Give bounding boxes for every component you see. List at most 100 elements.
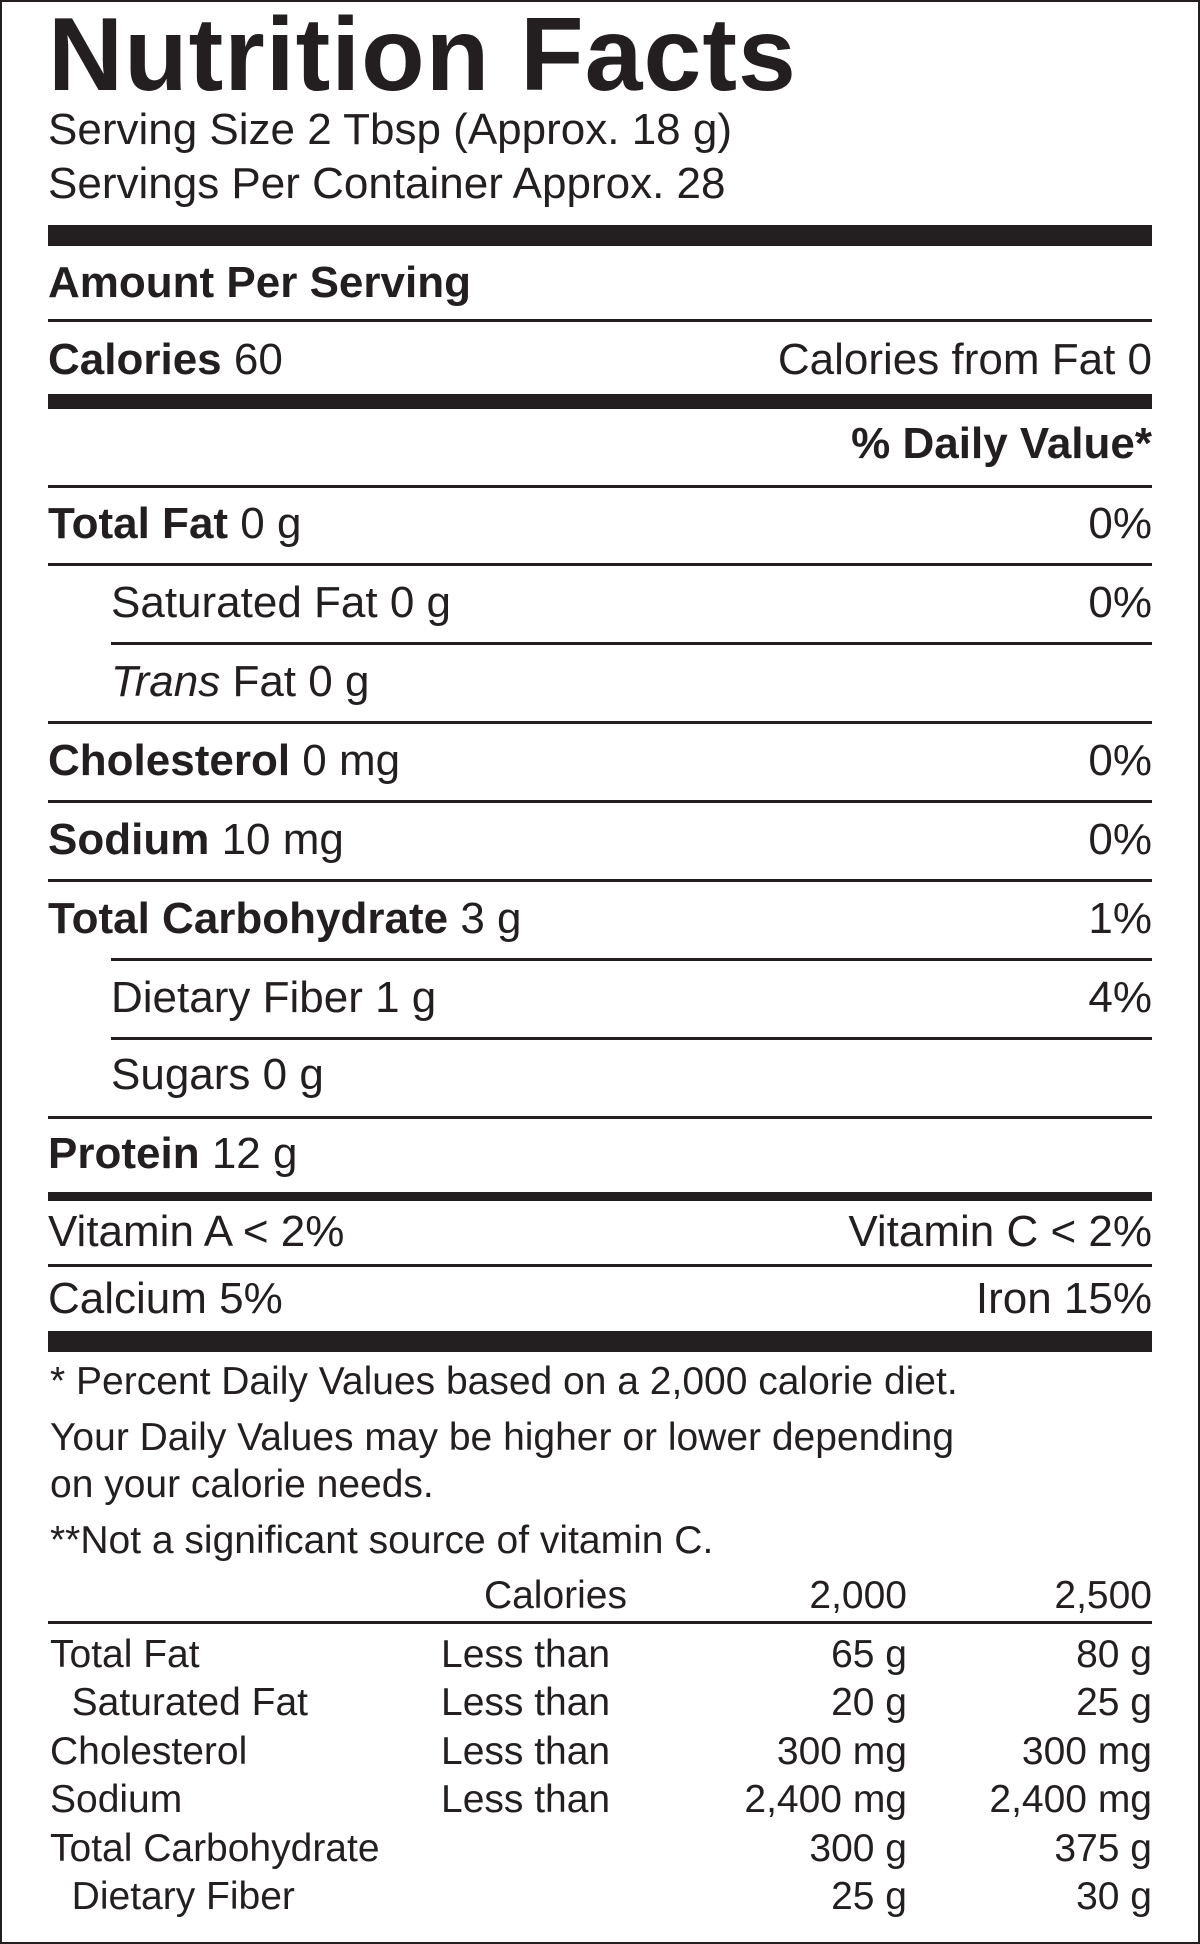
nutrient-label: Total Carbohydrate [48,894,449,943]
nutrient-label: Saturated Fat 0 g [111,578,451,627]
calories: Calories 60 [48,325,283,395]
nutrient-row-cholesterol: Cholesterol 0 mg 0% [48,726,1152,796]
nutrient-dv: 0% [1088,499,1152,548]
medium-divider [48,394,1152,409]
footnote-line: on your calorie needs. [50,1463,434,1506]
nutrient-label-italic: Trans [111,657,221,706]
amount-per-serving-text: Amount Per Serving [48,258,471,307]
nutrient-amount: 0 g [240,499,302,548]
reference-cell-qualifier: Less than [441,1778,611,1822]
reference-cell-v2: 80 g [1076,1633,1152,1676]
divider [48,721,1152,724]
reference-cell-v2: 2,400 mg [989,1778,1152,1822]
reference-cell-v1: 65 g [831,1633,907,1676]
divider [111,1037,1152,1040]
vitamin-c: Vitamin C < 2% [848,1207,1152,1256]
divider [48,800,1152,803]
nutrient-dv: 0% [1088,736,1152,785]
divider [111,642,1152,645]
nutrient-row-trans-fat: Trans Fat 0 g [111,647,1152,717]
footnote-line: Your Daily Values may be higher or lower… [50,1416,955,1459]
mineral-row: Calcium 5% Iron 15% [48,1268,1152,1330]
nutrient-row-protein: Protein 12 g [48,1119,1152,1189]
reference-cell-v2: 375 g [1054,1826,1152,1870]
nutrient-row-total-fat: Total Fat 0 g 0% [48,489,1152,559]
serving-size: Serving Size 2 Tbsp (Approx. 18 g) [48,105,732,154]
reference-cell-qualifier: Less than [441,1729,611,1773]
calories-from-fat: Calories from Fat 0 [777,335,1152,384]
reference-table-row: Saturated Fat Less than 20 g 25 g [50,1679,1152,1727]
reference-cell-v2: 25 g [1076,1681,1152,1725]
vitamin-row: Vitamin A < 2% Vitamin C < 2% [48,1201,1152,1263]
nutrient-amount: 3 g [460,894,522,943]
divider [48,1264,1152,1267]
reference-cell-name: Total Carbohydrate [50,1826,380,1870]
reference-cell-name: Saturated Fat [50,1681,308,1725]
divider [48,879,1152,882]
nutrient-dv: 4% [1088,973,1152,1022]
thick-divider [48,225,1152,246]
divider [111,958,1152,961]
nutrient-dv: 0% [1088,578,1152,627]
nutrient-label: Sugars 0 g [111,1050,324,1099]
reference-cell-v1: 25 g [831,1875,907,1918]
nutrient-label: Dietary Fiber 1 g [111,973,437,1022]
reference-cell-name: Sodium [50,1778,183,1822]
nutrient-label: Cholesterol [48,736,291,785]
header-2000: 2,000 [809,1574,907,1617]
vitamin-a: Vitamin A < 2% [48,1207,345,1256]
reference-table-row: Total Carbohydrate 300 g 375 g [50,1825,1152,1873]
reference-cell-v1: 20 g [831,1681,907,1725]
reference-cell-qualifier: Less than [441,1681,611,1725]
reference-cell-v1: 2,400 mg [744,1778,907,1822]
header-calories: Calories [483,1574,627,1617]
nutrient-dv: 1% [1088,894,1152,943]
nutrient-row-sugars: Sugars 0 g [111,1040,1152,1110]
nutrient-row-total-carbohydrate: Total Carbohydrate 3 g 1% [48,884,1152,954]
nutrient-row-sodium: Sodium 10 mg 0% [48,805,1152,875]
reference-cell-v1: 300 mg [776,1729,907,1773]
divider [48,319,1152,322]
footnote-line: * Percent Daily Values based on a 2,000 … [50,1360,958,1403]
reference-cell-v2: 300 mg [1021,1729,1152,1773]
nutrient-label: Protein [48,1129,200,1178]
divider [48,485,1152,488]
reference-cell-name: Total Fat [50,1633,200,1676]
amount-per-serving: Amount Per Serving [48,248,1152,318]
nutrient-dv: 0% [1088,815,1152,864]
nutrient-label: Fat 0 g [232,657,370,706]
reference-table-row: Cholesterol Less than 300 mg 300 mg [50,1728,1152,1776]
header-2500: 2,500 [1054,1574,1152,1617]
servings-per-container: Servings Per Container Approx. 28 [48,159,726,208]
divider [48,563,1152,566]
calories-row: Calories 60 Calories from Fat 0 [48,325,1152,395]
nutrient-row-saturated-fat: Saturated Fat 0 g 0% [111,568,1152,638]
iron: Iron 15% [975,1274,1152,1323]
label-title: Nutrition Facts [48,0,797,113]
reference-table-row: Dietary Fiber 25 g 30 g [50,1873,1152,1921]
nutrient-label: Total Fat [48,499,229,548]
reference-cell-qualifier: Less than [441,1633,611,1676]
reference-cell-name: Dietary Fiber [50,1875,295,1918]
medium-divider [48,1192,1152,1201]
calcium: Calcium 5% [48,1274,283,1323]
reference-table-header: Calories 2,000 2,500 [50,1572,1152,1620]
reference-cell-v2: 30 g [1076,1875,1152,1918]
nutrient-row-dietary-fiber: Dietary Fiber 1 g 4% [111,963,1152,1033]
footnote-line: **Not a significant source of vitamin C. [50,1519,714,1562]
calories-value: 60 [233,335,283,384]
reference-cell-name: Cholesterol [50,1729,248,1773]
nutrient-amount: 12 g [211,1129,298,1178]
reference-table-row: Sodium Less than 2,400 mg 2,400 mg [50,1776,1152,1824]
nutrient-amount: 10 mg [221,815,344,864]
nutrient-label: Sodium [48,815,210,864]
reference-table-row: Total Fat Less than 65 g 80 g [50,1631,1152,1679]
thick-divider [48,1331,1152,1352]
divider [48,1621,1152,1624]
nutrient-amount: 0 mg [302,736,401,785]
reference-cell-v1: 300 g [809,1826,907,1870]
daily-value-header: % Daily Value* [48,409,1152,479]
divider [48,1116,1152,1119]
calories-label: Calories [48,335,222,384]
